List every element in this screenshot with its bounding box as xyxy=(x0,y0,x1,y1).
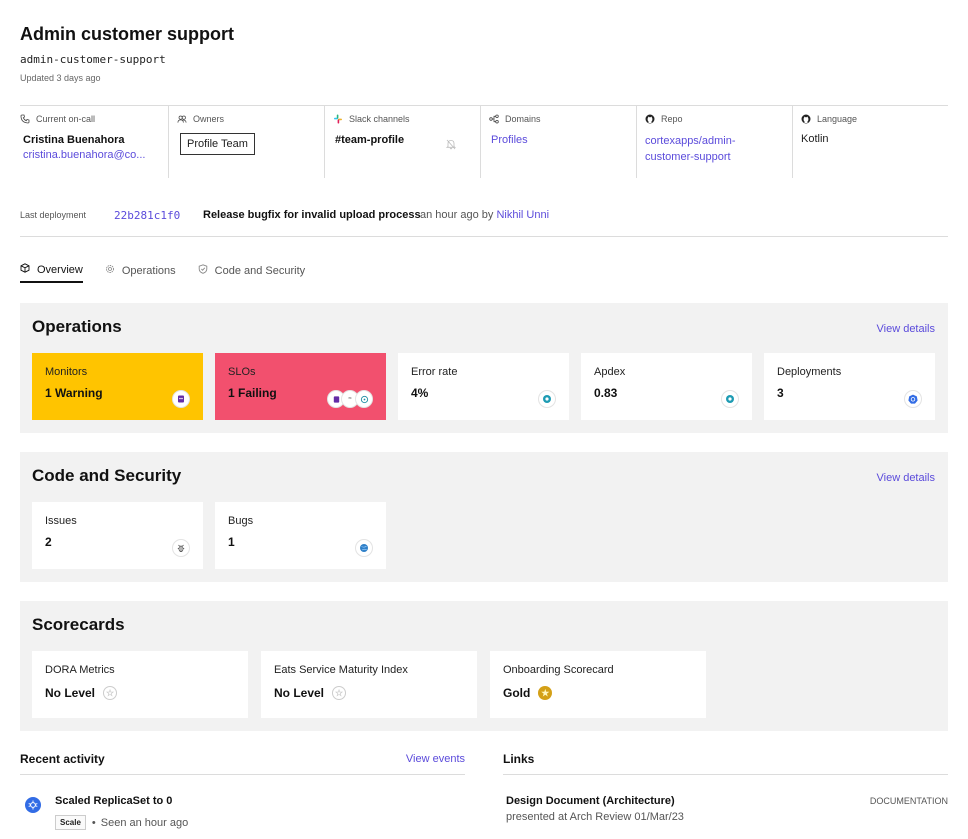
links-title: Links xyxy=(503,745,948,775)
github-icon xyxy=(801,114,811,124)
domains-label: Domains xyxy=(505,114,541,124)
service-meta-row: Current on-call Cristina Buenahora crist… xyxy=(20,105,948,178)
operations-panel: Operations View details Monitors 1 Warni… xyxy=(20,303,948,433)
repo-link[interactable]: cortexapps/admin- customer-support xyxy=(645,135,736,163)
tab-code-and-security[interactable]: Code and Security xyxy=(198,258,305,283)
links-section: Links Design Document (Architecture) pre… xyxy=(503,745,948,823)
repo-section: Repo cortexapps/admin- customer-support xyxy=(637,106,793,178)
updated-timestamp: Updated 3 days ago xyxy=(20,73,101,83)
link-type-label: DOCUMENTATION xyxy=(869,796,948,806)
oncall-section: Current on-call Cristina Buenahora crist… xyxy=(20,106,169,178)
phone-icon xyxy=(20,114,30,124)
activity-tag: Scale xyxy=(55,815,86,830)
oncall-label: Current on-call xyxy=(36,114,96,124)
operations-title: Operations xyxy=(32,317,122,336)
bug-icon xyxy=(172,539,190,557)
prometheus-icon xyxy=(355,390,373,408)
bullet: • xyxy=(91,816,96,829)
activity-title: Scaled ReplicaSet to 0 xyxy=(55,795,173,807)
error-rate-card[interactable]: Error rate 4% xyxy=(398,353,569,420)
tab-overview[interactable]: Overview xyxy=(20,258,83,283)
owners-section: Owners Profile Team xyxy=(169,106,325,178)
observability-icon xyxy=(721,390,739,408)
deployment-message: Release bugfix for invalid upload proces… xyxy=(203,209,421,221)
star-badge-icon: ☆ xyxy=(103,686,118,700)
bugs-card[interactable]: Bugs 1 xyxy=(215,502,386,569)
domains-section: Domains Profiles xyxy=(481,106,637,178)
scorecard-cards: DORA Metrics No Level ☆ Eats Service Mat… xyxy=(32,651,719,718)
slack-section: Slack channels #team-profile xyxy=(325,106,481,178)
slack-channel[interactable]: #team-profile xyxy=(335,134,405,146)
operations-cards: Monitors 1 Warning SLOs 1 Failing ≈ Erro… xyxy=(32,353,947,420)
observability-icon xyxy=(538,390,556,408)
recent-activity-section: Recent activity View events Scaled Repli… xyxy=(20,745,465,830)
slack-icon xyxy=(333,114,343,124)
service-slug: admin-customer-support xyxy=(20,53,166,66)
slack-label: Slack channels xyxy=(349,114,410,124)
owners-label: Owners xyxy=(193,114,225,124)
domain-link-profiles[interactable]: Profiles xyxy=(491,134,528,146)
slo-integration-icons: ≈ xyxy=(327,390,373,408)
star-badge-icon: ☆ xyxy=(332,686,347,700)
cube-icon xyxy=(20,263,31,276)
gold-star-badge-icon: ★ xyxy=(538,686,553,700)
scorecards-title: Scorecards xyxy=(32,615,125,634)
link-description: presented at Arch Review 01/Mar/23 xyxy=(506,811,684,823)
users-icon xyxy=(177,114,187,124)
hierarchy-icon xyxy=(489,114,499,124)
monitors-card[interactable]: Monitors 1 Warning xyxy=(32,353,203,420)
recent-activity-title: Recent activity xyxy=(20,745,465,775)
kubernetes-icon xyxy=(904,390,922,408)
tab-bar: Overview Operations Code and Security xyxy=(20,258,948,284)
globe-icon xyxy=(355,539,373,557)
link-item[interactable]: Design Document (Architecture) presented… xyxy=(506,795,948,823)
kubernetes-icon xyxy=(25,797,41,813)
bell-off-icon[interactable] xyxy=(445,137,457,150)
code-security-view-details-link[interactable]: View details xyxy=(876,472,936,484)
apdex-card[interactable]: Apdex 0.83 xyxy=(581,353,752,420)
owner-team-chip[interactable]: Profile Team xyxy=(180,133,255,155)
scorecards-panel: Scorecards DORA Metrics No Level ☆ Eats … xyxy=(20,601,948,731)
deployment-label: Last deployment xyxy=(20,210,87,220)
last-deployment-row: Last deployment 22b281c1f0 Release bugfi… xyxy=(20,200,948,237)
deployment-sha-link[interactable]: 22b281c1f0 xyxy=(114,209,181,222)
deployments-card[interactable]: Deployments 3 xyxy=(764,353,935,420)
deployment-author-link[interactable]: Nikhil Unni xyxy=(496,209,550,221)
scorecard-eats-maturity[interactable]: Eats Service Maturity Index No Level ☆ xyxy=(261,651,477,718)
view-events-link[interactable]: View events xyxy=(405,753,465,765)
slos-card[interactable]: SLOs 1 Failing ≈ xyxy=(215,353,386,420)
scorecard-onboarding[interactable]: Onboarding Scorecard Gold ★ xyxy=(490,651,706,718)
shield-icon xyxy=(198,264,209,277)
activity-time: Seen an hour ago xyxy=(100,816,189,829)
issues-card[interactable]: Issues 2 xyxy=(32,502,203,569)
language-value: Kotlin xyxy=(801,133,829,145)
code-security-title: Code and Security xyxy=(32,466,182,485)
monitor-integration-icon xyxy=(172,390,190,408)
scorecard-dora-metrics[interactable]: DORA Metrics No Level ☆ xyxy=(32,651,248,718)
github-icon xyxy=(645,114,655,124)
page-title: Admin customer support xyxy=(20,24,235,44)
gear-icon xyxy=(105,264,116,277)
language-section: Language Kotlin xyxy=(793,106,948,178)
repo-label: Repo xyxy=(661,114,683,124)
tab-operations[interactable]: Operations xyxy=(105,258,176,283)
operations-view-details-link[interactable]: View details xyxy=(876,323,936,335)
code-security-cards: Issues 2 Bugs 1 xyxy=(32,502,398,569)
oncall-name: Cristina Buenahora xyxy=(23,134,125,146)
oncall-email-link[interactable]: cristina.buenahora@co... xyxy=(23,149,146,161)
code-security-panel: Code and Security View details Issues 2 … xyxy=(20,452,948,582)
deployment-when: an hour ago by Nikhil Unni xyxy=(420,209,550,221)
language-label: Language xyxy=(817,114,858,124)
link-title: Design Document (Architecture) xyxy=(506,795,675,807)
